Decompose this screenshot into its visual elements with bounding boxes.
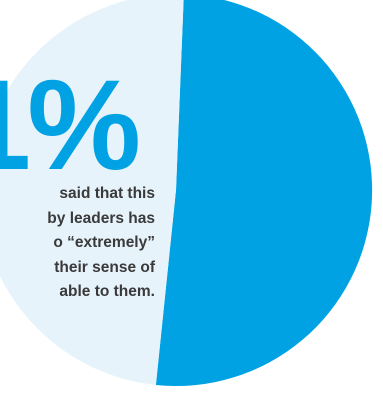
highlight-percentage: 1% xyxy=(0,54,141,197)
pie-slice-highlight xyxy=(155,0,373,386)
stat-caption: said that this by leaders has o “extreme… xyxy=(47,182,155,305)
pie-slice-remainder xyxy=(0,0,184,385)
caption-line: by leaders has xyxy=(47,209,155,227)
caption-line: able to them. xyxy=(59,283,155,300)
caption-line: o “extremely” xyxy=(53,234,155,251)
caption-line: said that this xyxy=(59,185,155,202)
caption-line: their sense of xyxy=(54,258,155,276)
